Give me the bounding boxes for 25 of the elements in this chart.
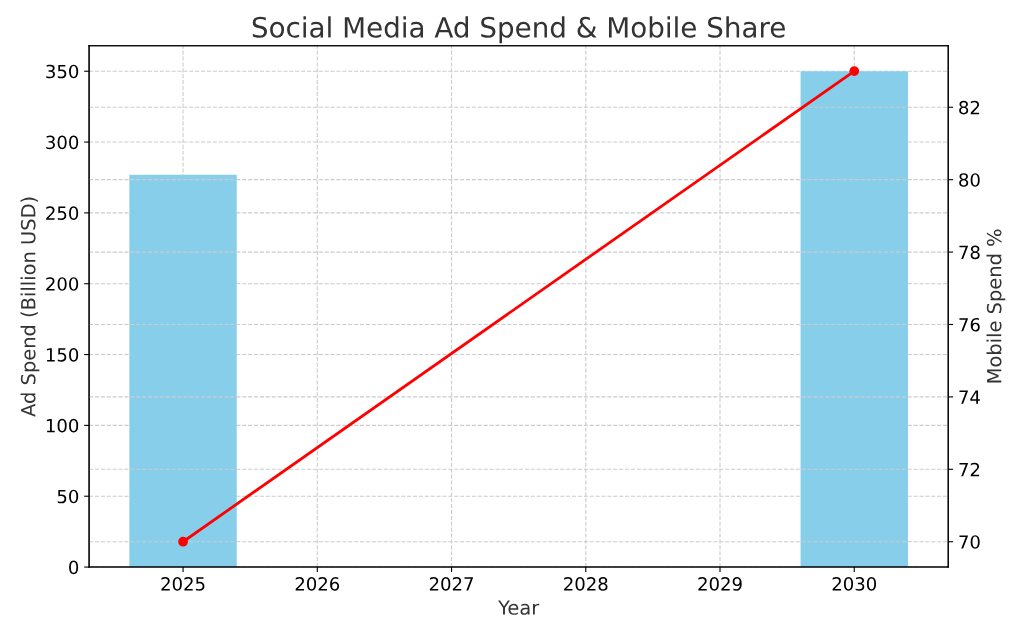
y-tick-label: 300 [46, 135, 79, 150]
x-tick-label: 2025 [161, 577, 205, 591]
y-axis-title: Ad Spend (Billion USD) [20, 197, 40, 417]
y2-tick-label: 80 [959, 173, 980, 187]
y-tick-label: 250 [46, 206, 79, 220]
y-tick-label: 100 [46, 418, 79, 433]
y-tick-label: 0 [69, 560, 79, 575]
y2-tick-label: 78 [959, 245, 980, 260]
x-tick-label: 2029 [698, 577, 742, 591]
x-tick-label: 2026 [295, 577, 340, 591]
x-axis-title: Year [498, 600, 540, 615]
chart-title: Social Media Ad Spend & Mobile Share [252, 16, 785, 44]
y2-axis-title: Mobile Spend % [986, 229, 1006, 383]
y-tick-label: 50 [57, 489, 79, 504]
y2-tick-label: 74 [959, 390, 980, 404]
x-tick-label: 2028 [564, 577, 608, 591]
y2-tick-label: 72 [959, 462, 980, 477]
x-tick-label: 2027 [429, 577, 473, 591]
y2-tick-label: 82 [959, 100, 980, 115]
y-tick-label: 200 [46, 277, 79, 291]
y2-tick-label: 70 [959, 535, 980, 549]
y-tick-label: 150 [46, 348, 79, 362]
y2-tick-label: 76 [959, 317, 980, 332]
x-tick-label: 2030 [832, 577, 877, 591]
y-tick-label: 350 [46, 64, 79, 79]
